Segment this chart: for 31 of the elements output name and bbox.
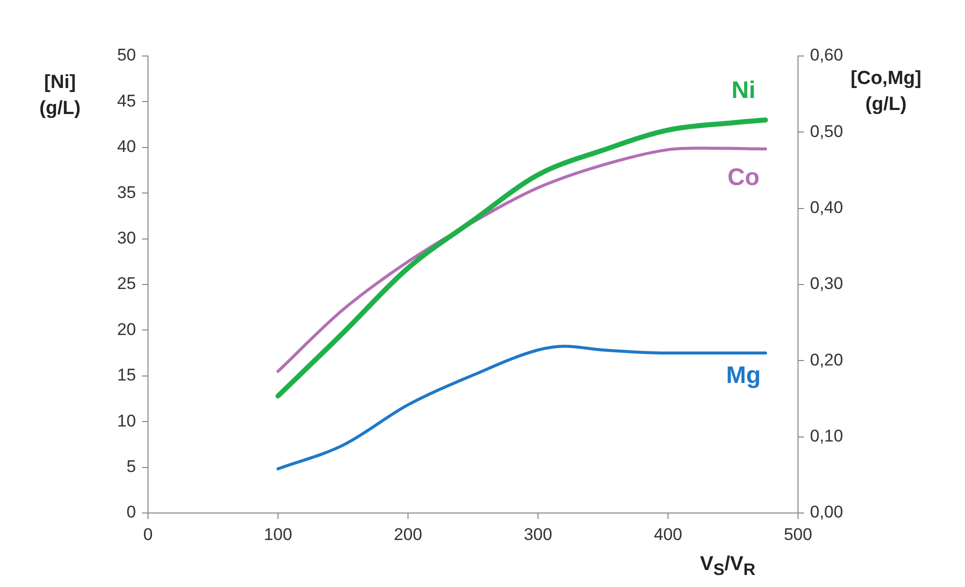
y2-tick-label: 0,60 — [810, 46, 844, 65]
y-tick-label: 20 — [117, 320, 136, 339]
x-axis-title: V$_{S}$/V$_{R}$ — [700, 553, 756, 580]
series-label: Co — [728, 164, 760, 191]
y-tick-label: 0 — [126, 502, 136, 522]
x-tick-label: 100 — [264, 524, 292, 544]
y2-tick-label: 0,20 — [810, 350, 844, 370]
y-tick-label: 15 — [117, 366, 136, 385]
x-tick-label: 400 — [654, 524, 682, 544]
x-tick-label: 200 — [394, 524, 422, 544]
line-series — [276, 344, 767, 470]
y2-tick-label: 0,40 — [810, 198, 844, 218]
y-tick-label: 25 — [117, 274, 136, 294]
y2-tick-label: 0,00 — [810, 502, 844, 522]
y-tick-label: 5 — [126, 456, 136, 476]
y2-tick-label: 0,10 — [810, 426, 844, 446]
y-axis-title: [Ni] (g/L) — [39, 72, 81, 119]
series-label: Ni — [732, 76, 756, 104]
x-tick-label: 300 — [524, 524, 552, 544]
series-label: Mg — [726, 362, 761, 390]
y-tick-label: 40 — [117, 137, 136, 156]
y-tick-label: 45 — [117, 91, 136, 110]
y2-tick-label: 0,50 — [810, 122, 844, 141]
y-tick-label: 10 — [117, 411, 136, 430]
y-tick-label: 35 — [117, 182, 136, 202]
x-tick-label: 0 — [143, 524, 153, 544]
y-tick-label: 30 — [117, 228, 136, 248]
y-tick-label: 50 — [117, 46, 136, 65]
y2-axis-title: [Co,Mg] (g/L) — [850, 68, 922, 115]
y2-tick-label: 0,30 — [810, 274, 844, 294]
x-tick-label: 500 — [784, 524, 812, 544]
